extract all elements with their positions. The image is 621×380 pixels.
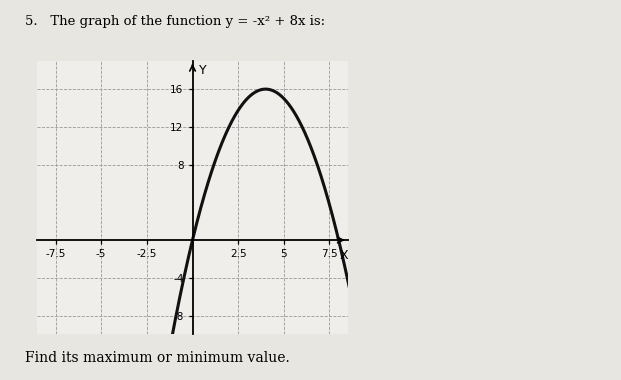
Text: X: X — [340, 250, 348, 263]
Text: Find its maximum or minimum value.: Find its maximum or minimum value. — [25, 351, 289, 365]
Text: Y: Y — [199, 63, 207, 77]
Text: 5.   The graph of the function y = -x² + 8x is:: 5. The graph of the function y = -x² + 8… — [25, 15, 325, 28]
